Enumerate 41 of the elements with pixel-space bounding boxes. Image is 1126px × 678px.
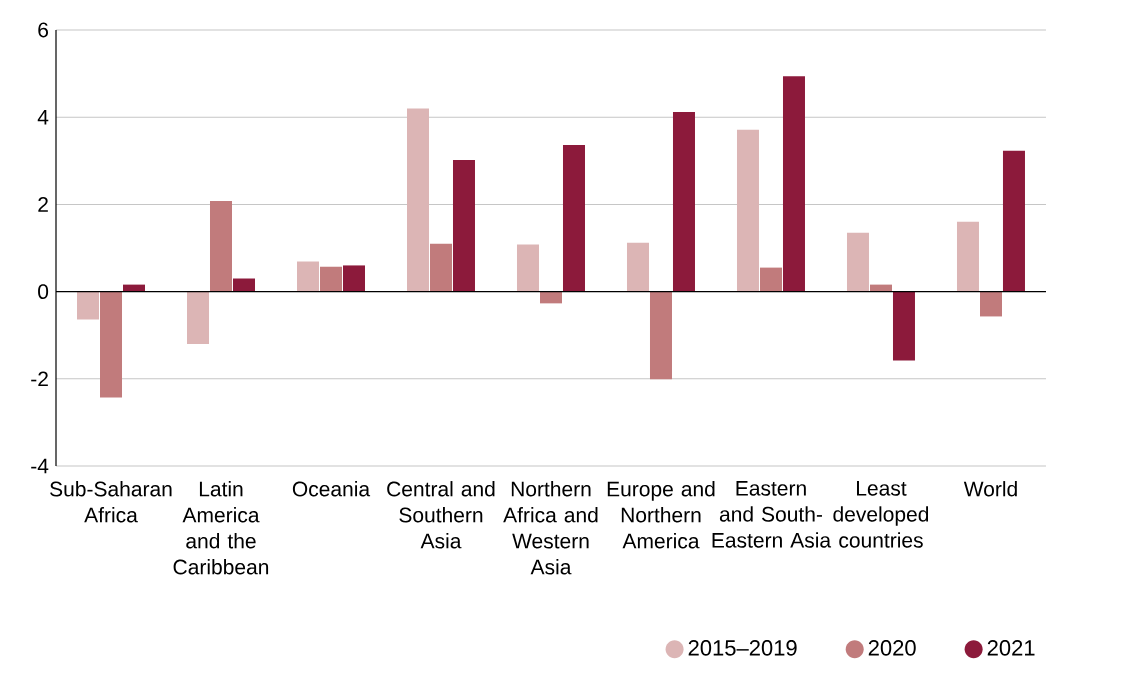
bar — [649, 291, 672, 380]
x-tick-label: Northern Africa and Western Asia — [503, 481, 598, 575]
bar — [736, 129, 759, 292]
bar — [672, 111, 695, 292]
x-tick-label: Latin America and the Caribbean — [173, 481, 269, 575]
legend-label: 2021 — [987, 640, 1035, 656]
bar — [516, 244, 539, 292]
bar — [539, 291, 562, 304]
bar — [782, 76, 805, 292]
bar — [453, 159, 475, 292]
bar — [979, 291, 1002, 317]
bar — [77, 291, 99, 320]
y-tick-label: 6 — [38, 22, 49, 38]
bar — [296, 261, 319, 292]
bar — [100, 291, 122, 398]
bar — [626, 242, 649, 292]
bar — [233, 278, 255, 292]
x-tick-label: Least developed countries — [833, 481, 929, 548]
bar — [759, 267, 782, 292]
y-tick-label: -2 — [31, 371, 48, 387]
y-tick-label: 4 — [37, 109, 49, 125]
bar — [956, 221, 979, 292]
bar — [210, 200, 232, 292]
bar — [187, 291, 209, 344]
x-tick-label: Central and Southern Asia — [387, 481, 495, 549]
x-tick-label: Sub-Saharan Africa — [50, 481, 172, 523]
bar — [407, 108, 429, 292]
bar — [562, 145, 585, 292]
x-tick-label: Oceania — [292, 481, 371, 497]
bar — [343, 265, 365, 292]
bar — [892, 291, 915, 361]
bar — [320, 266, 342, 292]
bar — [430, 243, 452, 292]
y-tick-label: 0 — [38, 284, 49, 300]
legend-label: 2020 — [868, 640, 916, 656]
bar — [846, 232, 869, 292]
y-tick-label: -4 — [31, 458, 49, 474]
y-tick-label: 2 — [38, 197, 48, 212]
bar — [1002, 150, 1025, 292]
legend-label: 2015–2019 — [688, 640, 797, 656]
x-tick-label: World — [963, 481, 1017, 497]
